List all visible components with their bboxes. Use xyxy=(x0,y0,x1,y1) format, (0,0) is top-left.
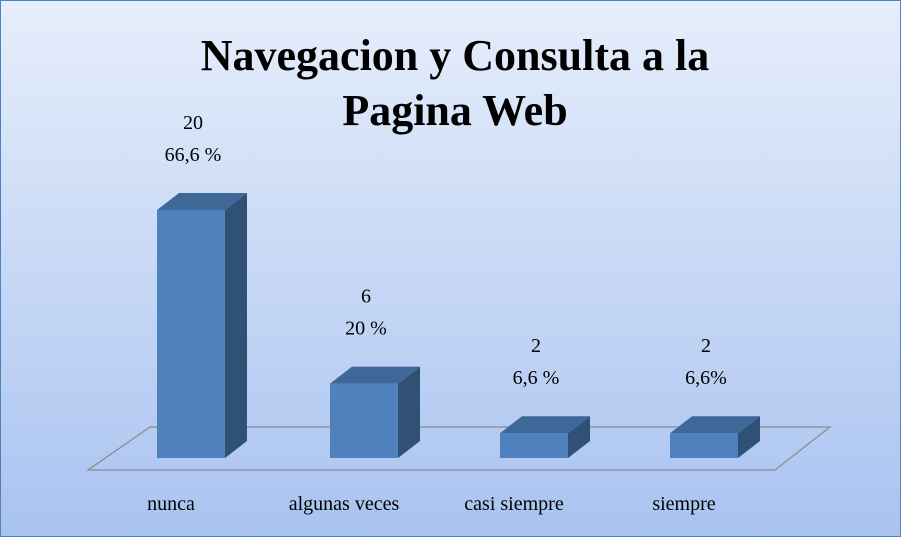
bar xyxy=(670,433,738,458)
bar xyxy=(157,210,225,458)
chart-title: Navegacion y Consulta a la Pagina Web xyxy=(201,31,709,135)
x-tick-label: nunca xyxy=(147,493,195,515)
bar-side xyxy=(738,416,760,458)
data-label: 20 xyxy=(183,112,203,134)
data-label: 2 xyxy=(531,335,541,357)
data-label: 6 xyxy=(361,286,371,308)
bar xyxy=(500,433,568,458)
x-tick-label: siempre xyxy=(652,493,715,515)
floor xyxy=(86,426,832,471)
bar xyxy=(330,383,398,458)
data-label: 2 xyxy=(701,335,711,357)
bar-top xyxy=(670,416,760,434)
bar-side xyxy=(398,366,420,458)
bar-top xyxy=(330,366,420,384)
bar-top xyxy=(157,193,247,210)
percent-label: 20 % xyxy=(345,318,387,340)
x-tick-label: casi siempre xyxy=(464,493,564,515)
bar-side xyxy=(568,416,590,458)
bar-top xyxy=(500,416,590,434)
x-tick-label: algunas veces xyxy=(289,493,400,515)
percent-label: 6,6 % xyxy=(513,367,560,389)
bar-side xyxy=(225,193,247,458)
percent-label: 6,6% xyxy=(685,367,727,389)
percent-label: 66,6 % xyxy=(165,144,222,166)
